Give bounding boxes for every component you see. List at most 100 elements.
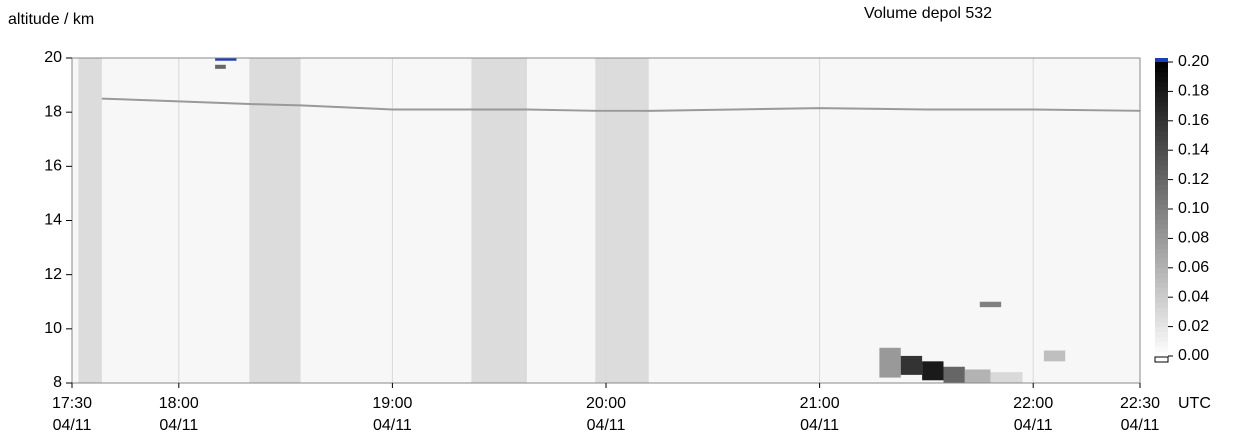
colorbar-under — [1154, 356, 1169, 363]
colorbar-step — [1155, 86, 1168, 92]
colorbar-step — [1155, 66, 1168, 73]
colorbar-tick-label: 0.02 — [1178, 318, 1209, 335]
colorbar-step — [1155, 272, 1168, 279]
y-tick-label: 12 — [44, 266, 62, 283]
colorbar-step — [1155, 282, 1168, 288]
colorbar-over — [1155, 58, 1168, 62]
colorbar-step — [1155, 135, 1168, 141]
colorbar-step — [1155, 233, 1168, 239]
colorbar-step — [1155, 199, 1168, 205]
colorbar-step — [1155, 160, 1168, 166]
colorbar-step — [1155, 111, 1168, 117]
colorbar-step — [1155, 321, 1168, 328]
x-tick-label: 18:00 — [159, 395, 199, 412]
colorbar-tick-label: 0.08 — [1178, 230, 1209, 247]
x-tick-date: 04/11 — [1121, 417, 1160, 434]
colorbar-tick-label: 0.16 — [1178, 112, 1209, 129]
colorbar-step — [1155, 253, 1168, 259]
no-data-gap — [595, 58, 649, 383]
colorbar-step — [1155, 150, 1168, 156]
cell — [943, 366, 965, 383]
colorbar-step — [1155, 155, 1168, 161]
x-tick-date: 04/11 — [159, 417, 198, 434]
colorbar-step — [1155, 71, 1168, 78]
layer-line — [101, 97, 1141, 112]
colorbar-step — [1155, 292, 1168, 298]
x-tick-date: 04/11 — [587, 417, 626, 434]
colorbar-step — [1155, 179, 1168, 185]
cell — [900, 355, 923, 375]
y-tick-label: 10 — [44, 320, 62, 337]
colorbar-step — [1155, 316, 1168, 323]
colorbar-step — [1155, 120, 1168, 127]
x-tick-label: 19:00 — [372, 395, 412, 412]
no-data-gap — [249, 58, 301, 383]
colorbar-step — [1155, 262, 1168, 269]
x-unit: UTC — [1178, 395, 1211, 412]
colorbar-step — [1155, 76, 1168, 83]
y-tick-label: 18 — [44, 103, 62, 120]
cell — [990, 372, 1023, 383]
cell — [879, 347, 901, 378]
colorbar-step — [1155, 218, 1168, 225]
cell — [215, 58, 237, 61]
colorbar-step — [1155, 277, 1168, 283]
colorbar-step — [1155, 287, 1168, 293]
x-tick-label: 22:30 — [1120, 395, 1160, 412]
colorbar-step — [1155, 243, 1168, 249]
colorbar-step — [1155, 194, 1168, 200]
colorbar-step — [1155, 96, 1168, 102]
colorbar-step — [1155, 258, 1168, 264]
y-axis-label: altitude / km — [8, 11, 94, 28]
cell — [964, 369, 991, 383]
colorbar-step — [1155, 91, 1168, 97]
no-data-gap — [471, 58, 527, 383]
no-data-gap — [78, 58, 102, 383]
y-tick-label: 20 — [44, 49, 62, 66]
colorbar-tick-label: 0.00 — [1178, 347, 1209, 364]
colorbar-step — [1155, 115, 1168, 122]
x-tick-label: 20:00 — [586, 395, 626, 412]
colorbar-step — [1155, 267, 1168, 274]
colorbar-tick-label: 0.04 — [1178, 288, 1209, 305]
colorbar-step — [1155, 297, 1168, 303]
colorbar-step — [1155, 238, 1168, 244]
x-tick-label: 22:00 — [1013, 395, 1053, 412]
colorbar-step — [1155, 106, 1168, 112]
colorbar-tick-label: 0.06 — [1178, 259, 1209, 276]
colorbar-step — [1155, 311, 1168, 318]
colorbar-step — [1155, 336, 1168, 342]
colorbar-tick-label: 0.18 — [1178, 83, 1209, 100]
colorbar-step — [1155, 213, 1168, 220]
colorbar-step — [1155, 125, 1168, 132]
colorbar-step — [1155, 81, 1168, 87]
x-tick-date: 04/11 — [373, 417, 412, 434]
colorbar-step — [1155, 174, 1168, 181]
cell — [922, 361, 944, 381]
colorbar-step — [1155, 164, 1168, 171]
colorbar-tick-label: 0.10 — [1178, 200, 1209, 217]
colorbar-step — [1155, 209, 1168, 215]
chart-title: Volume depol 532 — [864, 5, 992, 22]
cell — [1043, 350, 1066, 362]
colorbar-step — [1155, 189, 1168, 195]
x-tick-date: 04/11 — [800, 417, 839, 434]
colorbar-step — [1155, 307, 1168, 313]
y-tick-label: 14 — [44, 212, 62, 229]
y-tick-label: 8 — [53, 374, 62, 391]
x-tick-label: 21:00 — [800, 395, 840, 412]
colorbar-step — [1155, 130, 1168, 136]
colorbar-tick-label: 0.12 — [1178, 171, 1209, 188]
colorbar-step — [1155, 101, 1168, 107]
colorbar-step — [1155, 341, 1168, 347]
colorbar-step — [1155, 184, 1168, 190]
colorbar-step — [1155, 62, 1168, 68]
colorbar-step — [1155, 302, 1168, 308]
colorbar-tick-label: 0.20 — [1178, 53, 1209, 70]
colorbar-step — [1155, 346, 1168, 352]
colorbar-step — [1155, 169, 1168, 176]
cell — [215, 64, 226, 69]
colorbar-step — [1155, 140, 1168, 146]
colorbar-step — [1155, 223, 1168, 230]
